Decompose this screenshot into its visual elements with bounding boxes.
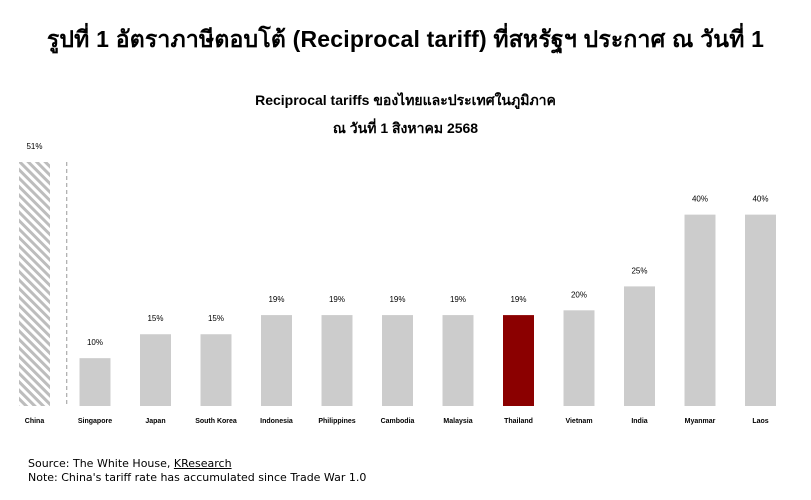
tick-label-india: India	[631, 418, 647, 425]
note-line: Note: China's tariff rate has accumulate…	[28, 471, 367, 484]
data-label-japan: 15%	[147, 314, 163, 323]
bar-india	[624, 286, 655, 406]
tick-label-philippines: Philippines	[318, 418, 355, 425]
data-label-malaysia: 19%	[450, 295, 466, 304]
bar-south-korea	[200, 334, 232, 406]
data-label-vietnam: 20%	[571, 290, 587, 299]
bar-thailand	[503, 315, 534, 406]
bar-vietnam	[563, 310, 595, 406]
bar-cambodia	[382, 315, 413, 406]
figure-title: รูปที่ 1 อัตราภาษีตอบโต้ (Reciprocal tar…	[46, 26, 765, 52]
data-label-singapore: 10%	[87, 338, 103, 347]
data-label-india: 25%	[631, 266, 647, 275]
bar-indonesia	[261, 315, 292, 406]
tick-label-china: China	[25, 418, 45, 425]
bar-laos	[745, 214, 776, 406]
tick-label-laos: Laos	[752, 418, 768, 425]
bar-malaysia	[442, 315, 474, 406]
bar-china	[19, 162, 50, 406]
source-prefix: Source: The White House,	[28, 457, 174, 470]
bar-japan	[140, 334, 171, 406]
tick-label-myanmar: Myanmar	[685, 418, 716, 425]
tick-label-thailand: Thailand	[504, 418, 533, 425]
bar-singapore	[79, 358, 111, 406]
data-label-myanmar: 40%	[692, 195, 708, 204]
data-label-cambodia: 19%	[389, 295, 405, 304]
tick-label-south-korea: South Korea	[195, 418, 237, 425]
tick-label-vietnam: Vietnam	[565, 418, 592, 425]
data-label-laos: 40%	[752, 195, 768, 204]
data-label-south-korea: 15%	[208, 314, 224, 323]
data-label-indonesia: 19%	[268, 295, 284, 304]
tick-label-cambodia: Cambodia	[381, 418, 415, 425]
bar-philippines	[321, 315, 353, 406]
data-label-philippines: 19%	[329, 295, 345, 304]
bar-myanmar	[684, 214, 716, 406]
data-label-china: 51%	[26, 142, 42, 151]
source-line: Source: The White House, KResearch	[28, 457, 232, 470]
chart-title: Reciprocal tariffs ของไทยและประเทศในภูมิ…	[255, 92, 556, 108]
tick-label-malaysia: Malaysia	[443, 418, 472, 425]
tick-label-singapore: Singapore	[78, 418, 112, 425]
bars-layer: 51% China 10% Singapore 15% Japan 15% South Kor…	[19, 142, 776, 425]
tick-label-japan: Japan	[145, 418, 165, 425]
data-label-thailand: 19%	[510, 295, 526, 304]
source-link[interactable]: KResearch	[173, 457, 232, 470]
tick-label-indonesia: Indonesia	[260, 418, 293, 425]
chart-subtitle: ณ วันที่ 1 สิงหาคม 2568	[332, 120, 479, 136]
